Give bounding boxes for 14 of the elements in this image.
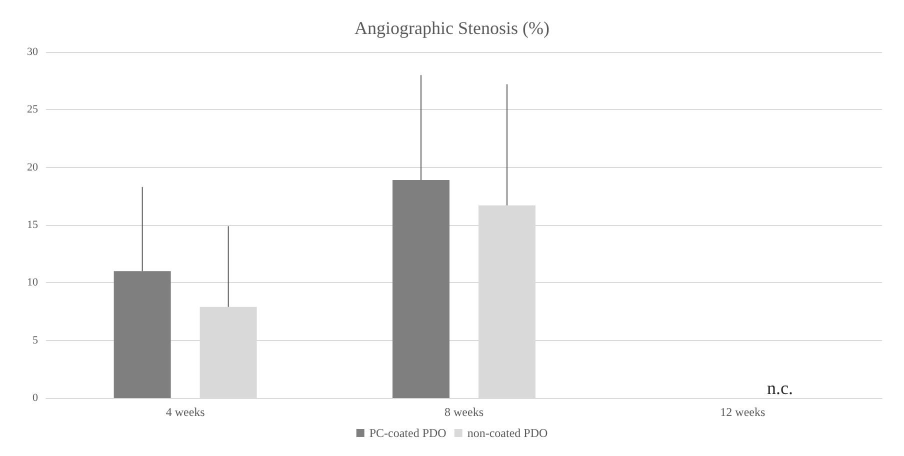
legend-label: non-coated PDO bbox=[467, 426, 548, 440]
x-tick-label: 4 weeks bbox=[166, 405, 206, 419]
y-tick-label: 10 bbox=[27, 276, 38, 289]
x-tick-label: 8 weeks bbox=[444, 405, 484, 419]
y-tick-label: 20 bbox=[27, 161, 38, 174]
annotation: n.c. bbox=[767, 378, 793, 398]
y-tick-label: 30 bbox=[27, 46, 38, 58]
y-tick-label: 0 bbox=[32, 392, 38, 404]
chart-title: Angiographic Stenosis (%) bbox=[354, 18, 550, 38]
y-tick-label: 15 bbox=[27, 219, 38, 231]
legend-label: PC-coated PDO bbox=[369, 426, 447, 440]
y-tick-label: 25 bbox=[27, 104, 38, 116]
y-tick-label: 5 bbox=[32, 334, 38, 346]
x-tick-label: 12 weeks bbox=[720, 405, 766, 419]
